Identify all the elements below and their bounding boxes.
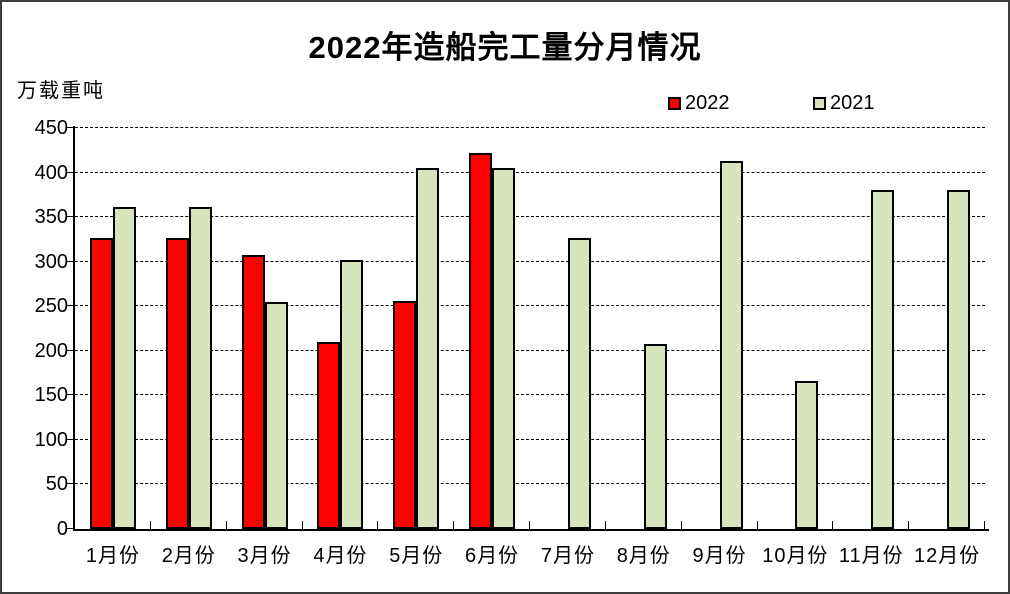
bar-2021-4月份 bbox=[340, 260, 364, 529]
gridline-150 bbox=[75, 394, 985, 396]
gridline-400 bbox=[75, 171, 985, 173]
gridline-200 bbox=[75, 349, 985, 351]
y-axis-tick-250 bbox=[67, 305, 75, 307]
y-axis-tick-200 bbox=[67, 349, 75, 351]
legend-item-2021: 2021 bbox=[813, 92, 875, 114]
x-axis-tick-7 bbox=[604, 521, 606, 529]
bar-2021-9月份 bbox=[719, 161, 743, 529]
bar-2021-3月份 bbox=[264, 302, 288, 529]
x-axis-label-6月份: 6月份 bbox=[465, 545, 520, 567]
x-axis-label-12月份: 12月份 bbox=[913, 545, 981, 567]
bar-2022-2月份 bbox=[165, 238, 189, 529]
y-axis-line bbox=[73, 126, 75, 531]
bar-2022-4月份 bbox=[317, 342, 341, 529]
x-axis-label-7月份: 7月份 bbox=[540, 545, 595, 567]
legend-label-2022: 2022 bbox=[685, 91, 730, 114]
x-axis-tick-3 bbox=[301, 521, 303, 529]
x-axis-line bbox=[73, 529, 989, 531]
y-axis-tick-label-50: 50 bbox=[45, 473, 68, 496]
bar-2021-11月份 bbox=[871, 190, 895, 529]
bar-2022-5月份 bbox=[393, 301, 417, 529]
x-axis-label-5月份: 5月份 bbox=[389, 545, 444, 567]
gridline-250 bbox=[75, 305, 985, 307]
y-axis-tick-150 bbox=[67, 394, 75, 396]
y-axis-tick-label-300: 300 bbox=[34, 250, 68, 273]
y-axis-tick-50 bbox=[67, 483, 75, 485]
gridline-300 bbox=[75, 260, 985, 262]
x-axis-label-11月份: 11月份 bbox=[838, 545, 904, 567]
x-axis-tick-10 bbox=[832, 521, 834, 529]
gridline-50 bbox=[75, 483, 985, 485]
plot-area bbox=[67, 127, 985, 529]
x-axis-label-10月份: 10月份 bbox=[762, 545, 829, 567]
x-axis-label-8月份: 8月份 bbox=[616, 545, 671, 567]
x-axis-label-2月份: 2月份 bbox=[161, 545, 216, 567]
y-axis-tick-label-450: 450 bbox=[34, 117, 68, 139]
x-axis-tick-1 bbox=[149, 521, 151, 529]
bar-2021-1月份 bbox=[112, 207, 136, 529]
x-axis-label-3月份: 3月份 bbox=[237, 545, 292, 567]
y-axis-tick-350 bbox=[67, 216, 75, 218]
gridline-450 bbox=[75, 127, 985, 128]
chart-title: 2022年造船完工量分月情况 bbox=[308, 30, 702, 65]
y-axis-tick-0 bbox=[67, 528, 75, 529]
bar-2022-6月份 bbox=[469, 153, 493, 529]
bar-2021-6月份 bbox=[492, 168, 516, 529]
bar-2021-12月份 bbox=[947, 190, 971, 529]
x-axis-label-1月份: 1月份 bbox=[85, 545, 140, 567]
legend-swatch-2021-icon bbox=[813, 96, 826, 110]
y-axis-tick-label-100: 100 bbox=[34, 428, 68, 451]
x-axis-tick-6 bbox=[529, 521, 530, 529]
legend-item-2022: 2022 bbox=[668, 92, 730, 114]
x-axis-tick-12 bbox=[984, 521, 985, 529]
gridline-100 bbox=[75, 438, 985, 440]
y-axis-tick-label-350: 350 bbox=[34, 206, 68, 229]
legend-label-2021: 2021 bbox=[830, 91, 875, 114]
x-axis-tick-11 bbox=[908, 521, 910, 529]
bar-2021-7月份 bbox=[567, 238, 591, 529]
bar-2021-8月份 bbox=[643, 344, 667, 529]
bar-2022-1月份 bbox=[89, 238, 113, 529]
y-axis-labels: 0 50 100 150 200 250 300 350 400 450 bbox=[2, 118, 68, 539]
y-axis-tick-450 bbox=[67, 127, 75, 128]
bar-2021-10月份 bbox=[795, 381, 819, 529]
x-axis-labels: 1月份 2月份 3月份 4月份 5月份 6月份 7月份 8月份 9月份 10月份 11月份 12月份 bbox=[75, 539, 985, 569]
x-axis-tick-9 bbox=[756, 521, 758, 529]
bar-2021-2月份 bbox=[188, 207, 212, 529]
x-axis-tick-2 bbox=[225, 521, 227, 529]
x-axis-label-4月份: 4月份 bbox=[313, 545, 368, 567]
bar-2021-5月份 bbox=[416, 168, 440, 529]
gridline-350 bbox=[75, 216, 985, 218]
y-axis-tick-100 bbox=[67, 438, 75, 440]
x-axis-tick-5 bbox=[453, 521, 455, 529]
y-axis-tick-label-250: 250 bbox=[34, 295, 68, 318]
y-axis-tick-label-200: 200 bbox=[34, 339, 68, 362]
y-axis-tick-label-400: 400 bbox=[34, 161, 68, 184]
y-axis-unit-label: 万载重吨 bbox=[17, 80, 105, 102]
x-axis-label-9月份: 9月份 bbox=[692, 545, 747, 567]
bar-2022-3月份 bbox=[241, 255, 265, 529]
y-axis-tick-label-150: 150 bbox=[34, 384, 68, 407]
y-axis-tick-300 bbox=[67, 260, 75, 262]
legend-swatch-2022-icon bbox=[668, 96, 681, 110]
y-axis-tick-label-0: 0 bbox=[56, 518, 68, 540]
x-axis-tick-8 bbox=[680, 521, 682, 529]
y-axis-tick-400 bbox=[67, 171, 75, 173]
x-axis-tick-4 bbox=[377, 521, 379, 529]
